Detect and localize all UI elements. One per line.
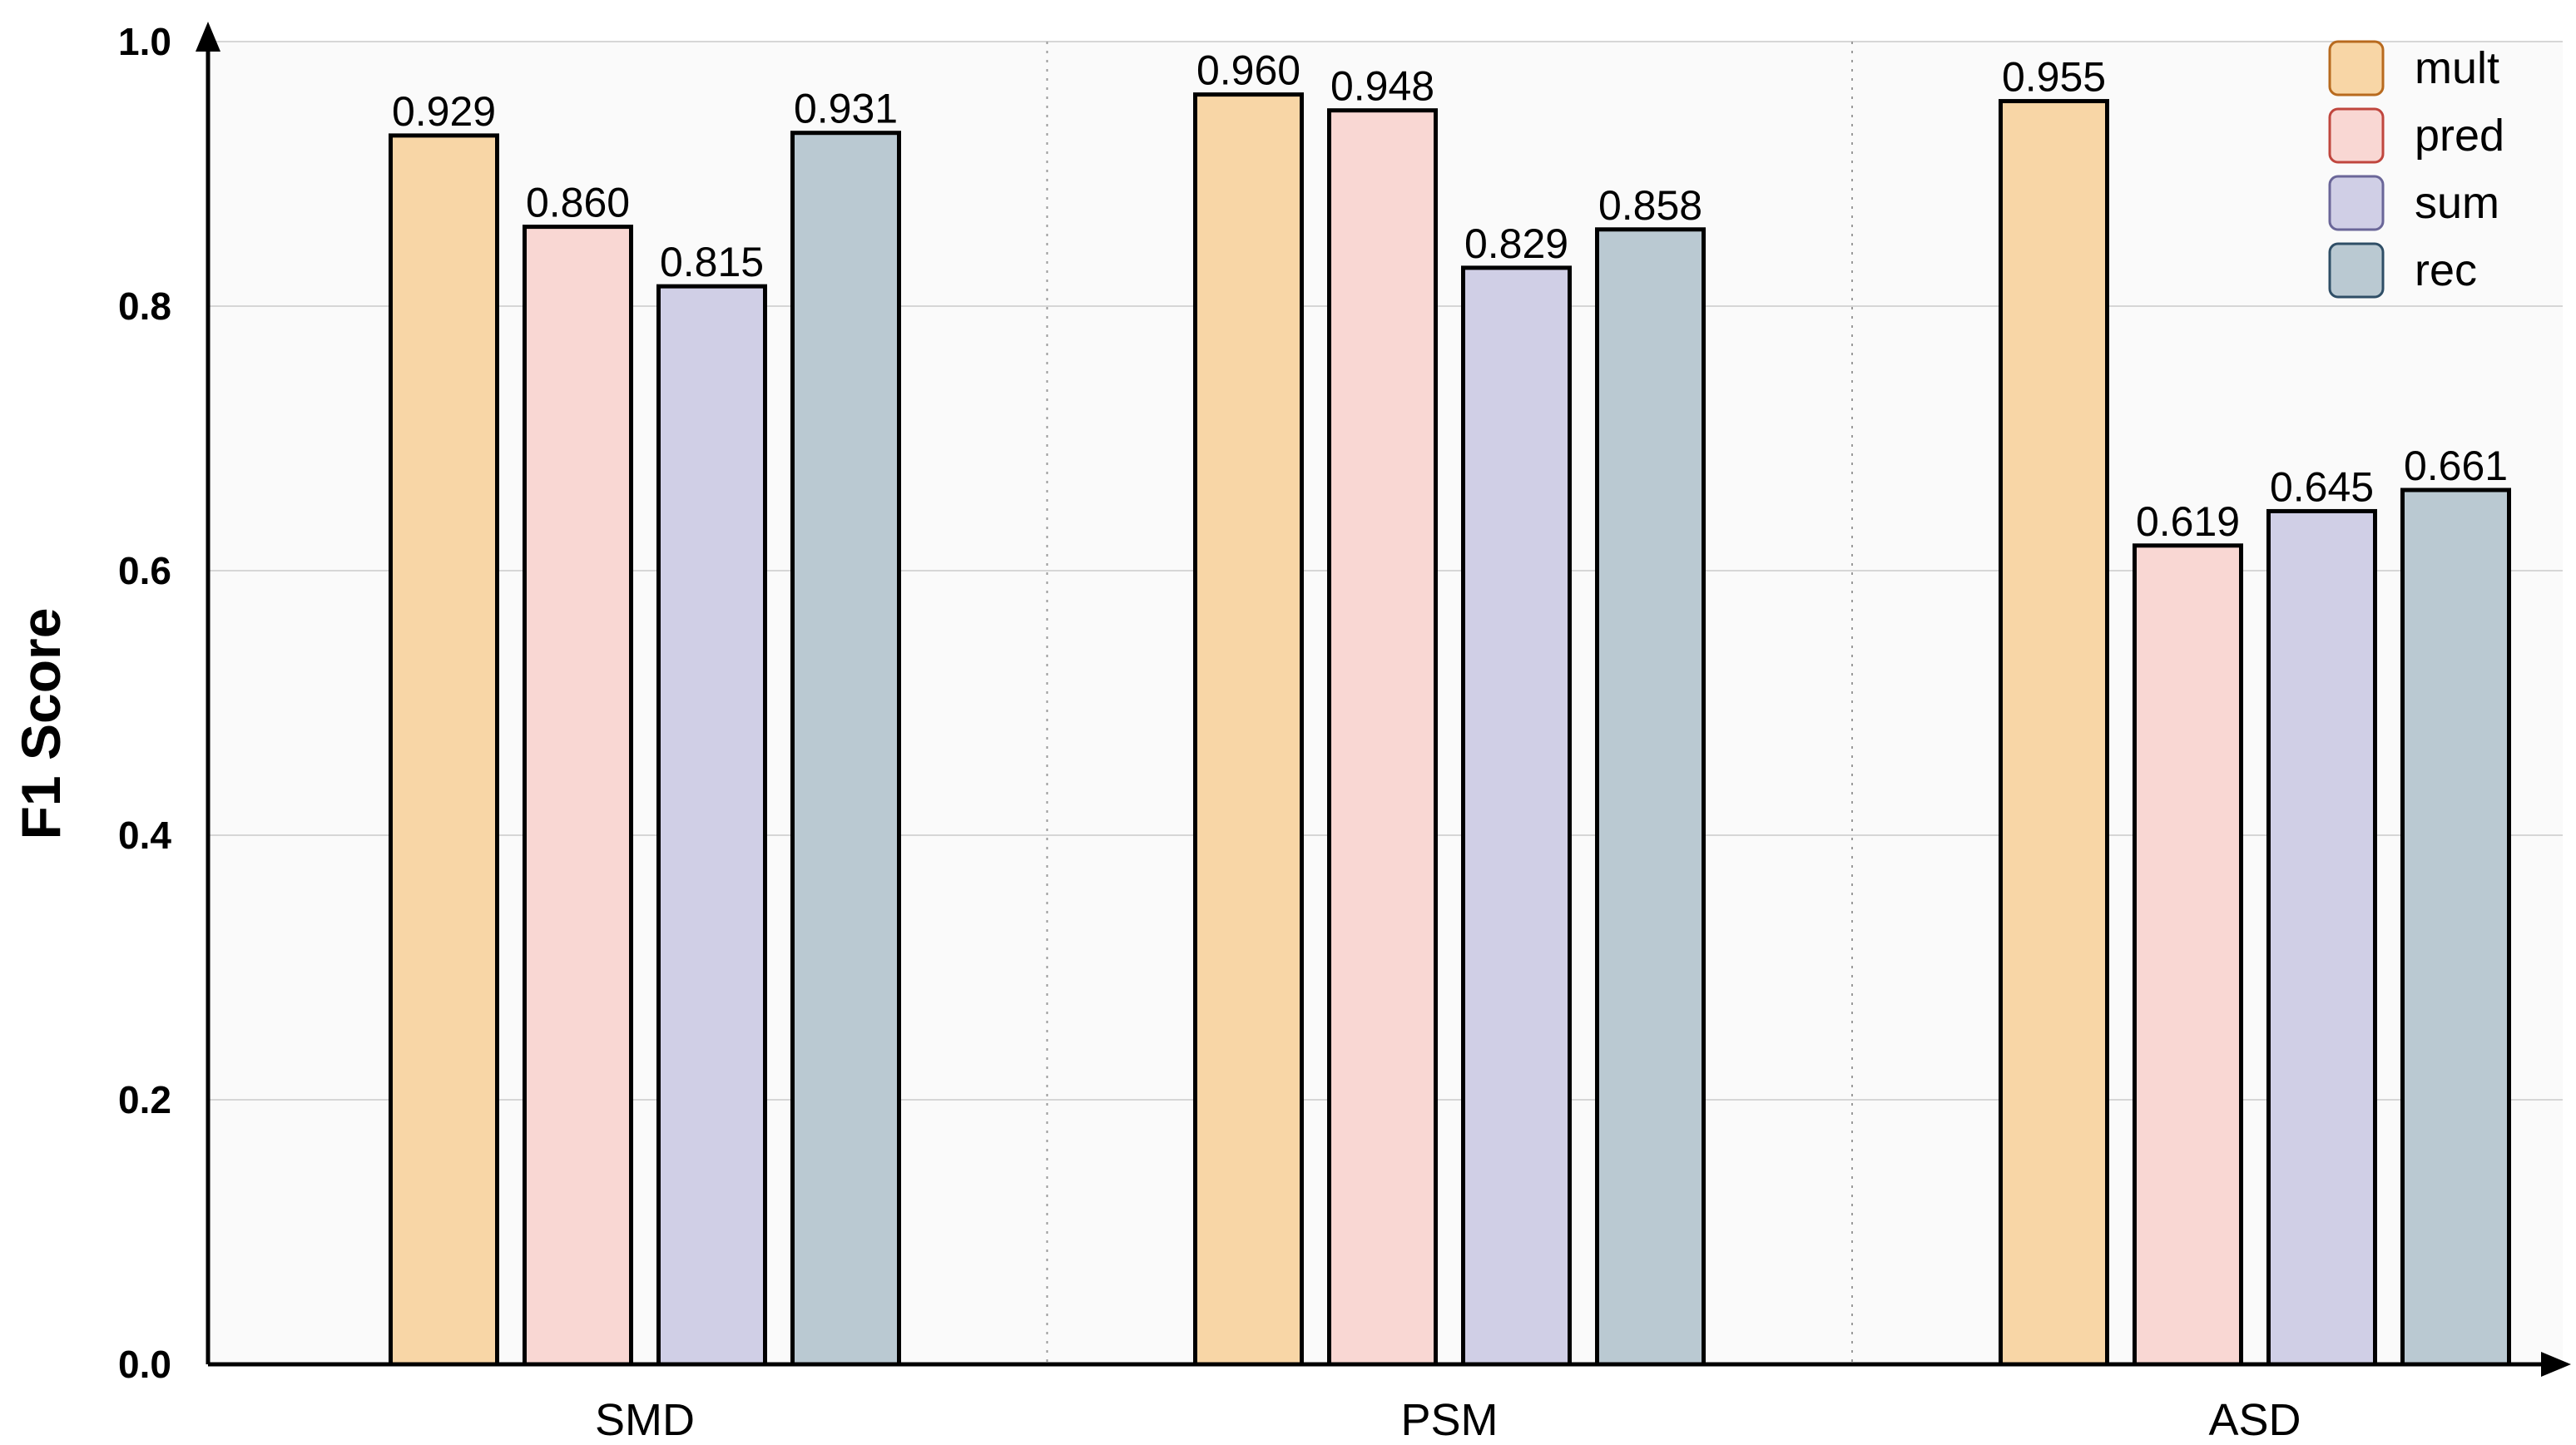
x-axis-arrow <box>2541 1352 2571 1377</box>
bar-pred-smd <box>523 225 633 1367</box>
legend-swatch-pred <box>2328 107 2385 164</box>
axes <box>196 22 2571 1377</box>
bar-pred-asd <box>2133 543 2243 1367</box>
bar-mult-smd <box>389 133 499 1367</box>
y-axis-label: F1 Score <box>10 608 72 840</box>
bar-rec-asd <box>2400 487 2511 1367</box>
bar-sum-psm <box>1461 265 1572 1367</box>
value-label: 0.931 <box>794 86 898 132</box>
legend-label-sum: sum <box>2415 178 2499 228</box>
legend: mult pred sum rec <box>2328 40 2504 299</box>
x-tick-label: SMD <box>595 1395 695 1445</box>
value-label: 0.661 <box>2404 443 2508 489</box>
legend-label-rec: rec <box>2415 245 2477 295</box>
value-label: 0.955 <box>2002 54 2106 101</box>
value-label: 0.929 <box>392 88 496 135</box>
legend-swatch-rec <box>2328 242 2385 299</box>
y-tick-label: 0.8 <box>118 285 171 328</box>
value-label: 0.829 <box>1464 220 1568 267</box>
bar-sum-asd <box>2266 508 2377 1367</box>
x-tick-labels: SMD PSM ASD <box>595 1395 2301 1445</box>
category-separators <box>1046 42 1853 1364</box>
value-label: 0.815 <box>660 239 764 285</box>
bar-mult-asd <box>1999 99 2109 1367</box>
value-label: 0.860 <box>526 180 630 226</box>
bar-mult-psm <box>1193 92 1304 1367</box>
legend-label-pred: pred <box>2415 111 2504 161</box>
value-labels: 0.929 0.860 0.815 0.931 0.960 0.948 0.829 0.858… <box>392 47 2508 545</box>
value-label: 0.619 <box>2136 498 2240 545</box>
value-label: 0.645 <box>2270 463 2374 510</box>
bar-rec-smd <box>790 131 901 1367</box>
y-tick-label: 0.0 <box>118 1343 171 1386</box>
y-tick-label: 0.6 <box>118 549 171 592</box>
bar-sum-smd <box>656 284 767 1367</box>
y-tick-label: 0.2 <box>118 1078 171 1121</box>
y-tick-label: 0.4 <box>118 814 171 857</box>
value-label: 0.960 <box>1196 47 1300 94</box>
bar-pred-psm <box>1327 108 1438 1367</box>
value-label: 0.858 <box>1598 182 1702 229</box>
bars <box>389 92 2511 1367</box>
y-tick-labels: 0.0 0.2 0.4 0.6 0.8 1.0 <box>118 20 171 1386</box>
bar-rec-psm <box>1595 227 1706 1367</box>
y-axis-arrow <box>196 22 220 52</box>
x-tick-label: PSM <box>1400 1395 1498 1445</box>
y-tick-label: 1.0 <box>118 20 171 63</box>
legend-label-mult: mult <box>2415 43 2499 93</box>
legend-swatch-mult <box>2328 40 2385 96</box>
x-tick-label: ASD <box>2208 1395 2301 1445</box>
legend-swatch-sum <box>2328 175 2385 231</box>
value-label: 0.948 <box>1330 63 1434 110</box>
